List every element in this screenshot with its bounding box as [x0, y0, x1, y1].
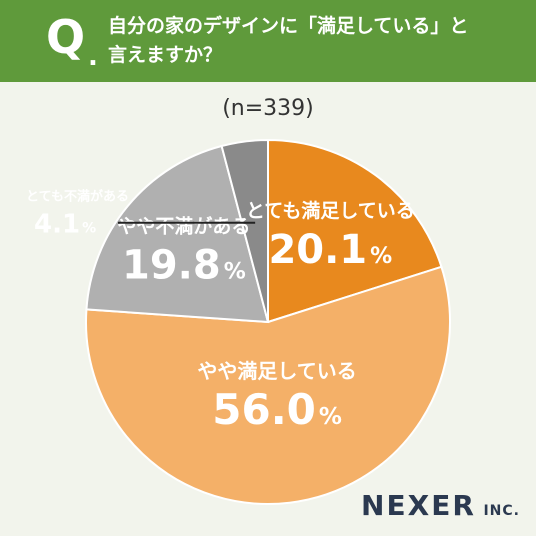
slice-value-3: 19.8%: [122, 242, 246, 288]
question-text: 自分の家のデザインに「満足している」と 言えますか？: [108, 12, 518, 70]
question-mark-dot: .: [88, 42, 98, 72]
question-line-1: 自分の家のデザインに「満足している」と: [108, 15, 469, 37]
logo-sub-text: INC.: [483, 503, 520, 519]
pie-slice-3: [85, 144, 270, 324]
pie-slice-4: [220, 138, 269, 323]
slice-value-4: 4.1%: [34, 210, 96, 240]
pie-slice-1: [267, 138, 443, 324]
slice-label-2: やや満足している: [197, 359, 356, 383]
question-header: Q . 自分の家のデザインに「満足している」と 言えますか？: [0, 0, 536, 82]
company-logo: NEXER INC.: [361, 489, 520, 522]
sample-size-label: (n=339): [222, 96, 314, 121]
question-mark-letter: Q: [46, 10, 86, 64]
slice-value-1: 20.1%: [268, 227, 392, 273]
slice-label-1: とても満足している: [246, 200, 415, 222]
slice-value-2: 56.0%: [212, 385, 342, 434]
slice-label-4: とても不満がある: [26, 189, 129, 205]
question-line-2: 言えますか？: [108, 44, 223, 66]
logo-main-text: NEXER: [361, 489, 476, 522]
slice-label-3: やや不満がある: [117, 214, 250, 237]
pie-slice-2: [85, 265, 451, 505]
